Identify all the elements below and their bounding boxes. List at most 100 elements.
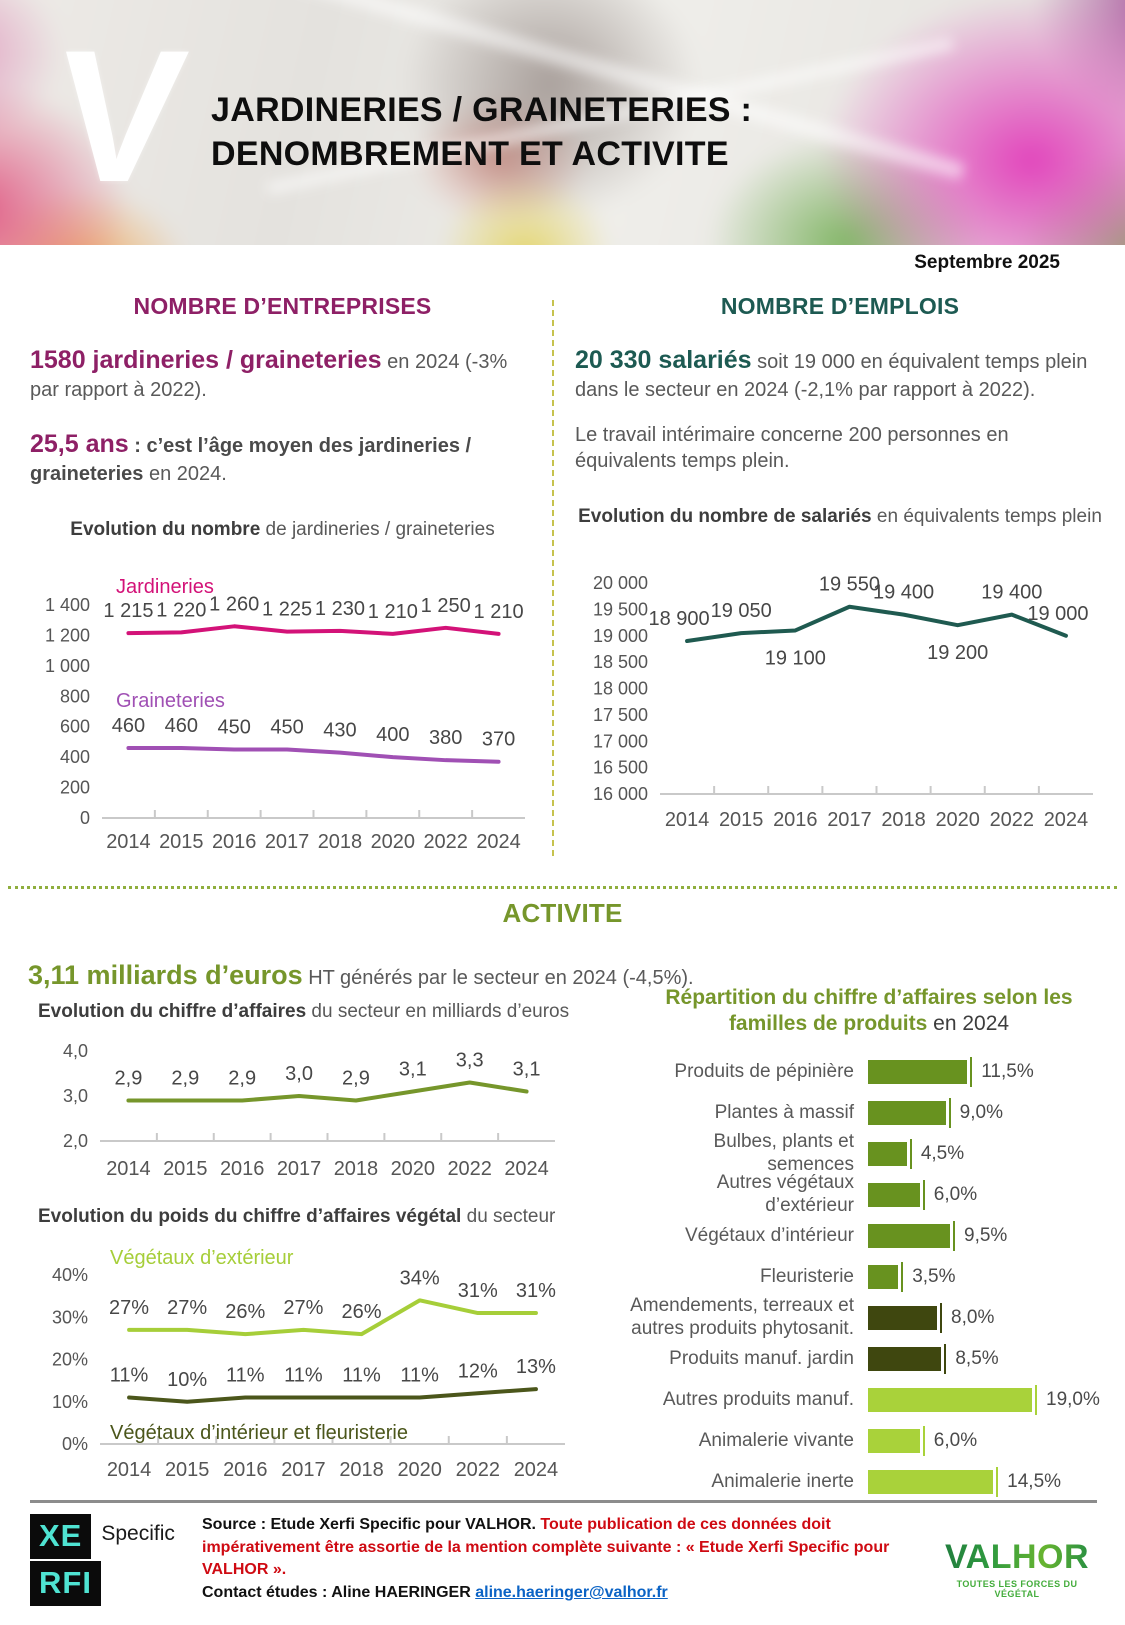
x-axis-tick-label: 2015 [159, 831, 204, 853]
bar-row: Autres végétaux d’extérieur 6,0% [628, 1172, 1110, 1216]
x-axis-tick-label: 2018 [318, 831, 363, 853]
data-point-label: 1 260 [209, 594, 259, 616]
section-emplois: NOMBRE D’EMPLOIS 20 330 salariés soit 19… [575, 293, 1105, 841]
ca-chart-title-rest: du secteur en milliards d’euros [306, 1001, 570, 1022]
data-point-label: 460 [112, 715, 145, 737]
bar-end-tick [901, 1262, 904, 1292]
bar-label: Amendements, terreaux et autres produits… [630, 1295, 854, 1339]
bar-value-label: 3,5% [912, 1266, 956, 1287]
contact-line: Contact études : Aline HAERINGER aline.h… [202, 1582, 921, 1605]
x-axis-tick-label: 2016 [220, 1158, 265, 1180]
series-legend-label: Végétaux d’extérieur [110, 1247, 294, 1269]
data-point-label: 370 [482, 729, 515, 751]
x-axis-tick-label: 2015 [719, 809, 764, 831]
data-point-label: 11% [110, 1364, 149, 1386]
bar-value-label: 14,5% [1007, 1471, 1062, 1492]
bar-end-tick [922, 1426, 925, 1456]
page-title: JARDINERIES / GRAINETERIES : DENOMBREMEN… [211, 88, 752, 176]
entreprises-stat-age-value: 25,5 ans [30, 429, 129, 458]
bar-row: Végétaux d’intérieur 9,5% [628, 1216, 1110, 1257]
entreprises-chart-title-rest: de jardineries / graineteries [260, 518, 495, 540]
bar-end-tick [1035, 1385, 1037, 1415]
series-legend-label: Végétaux d’intérieur et fleuristerie [110, 1422, 408, 1444]
data-point-label: 31% [458, 1280, 498, 1302]
column-divider [552, 300, 554, 856]
data-point-label: 27% [109, 1297, 149, 1319]
data-point-label: 3,0 [285, 1063, 313, 1085]
x-axis-tick-label: 2017 [277, 1158, 322, 1180]
ca-chart-title: Evolution du chiffre d’affaires du secte… [30, 1000, 610, 1025]
data-point-label: 460 [165, 715, 198, 737]
bar-row: Amendements, terreaux et autres produits… [628, 1295, 1110, 1339]
line-series [127, 1298, 538, 1336]
bar-area: 9,0% [868, 1098, 1110, 1128]
data-point-label: 1 210 [474, 601, 524, 623]
data-point-label: 19 400 [873, 581, 934, 603]
bar-area: 8,5% [868, 1344, 1110, 1374]
data-point-label: 450 [218, 717, 251, 739]
x-axis-tick-label: 2022 [423, 831, 468, 853]
xerfi-logo-bottom: RFI [30, 1561, 101, 1606]
y-axis-tick-label: 600 [60, 717, 90, 737]
bar-row: Produits manuf. jardin 8,5% [628, 1339, 1110, 1380]
data-point-label: 18 900 [648, 608, 709, 630]
x-axis-tick-label: 2014 [106, 831, 151, 853]
bar-label: Végétaux d’intérieur [685, 1224, 854, 1246]
bar-area: 14,5% [868, 1467, 1110, 1497]
data-point-label: 1 215 [103, 601, 153, 623]
y-axis-tick-label: 20% [52, 1349, 88, 1369]
section-divider [8, 886, 1117, 889]
footer-divider [30, 1500, 1097, 1503]
bar-value-label: 6,0% [933, 1184, 978, 1205]
x-axis-tick-label: 2018 [339, 1459, 384, 1481]
data-point-label: 19 100 [765, 647, 826, 669]
publication-date: Septembre 2025 [914, 252, 1060, 273]
emplois-heading: NOMBRE D’EMPLOIS [720, 293, 960, 319]
data-point-label: 3,1 [513, 1058, 541, 1080]
activite-heading: ACTIVITE [502, 898, 623, 928]
data-point-label: 1 250 [421, 595, 471, 617]
y-axis-tick-label: 40% [52, 1265, 88, 1285]
bar [868, 1224, 950, 1248]
data-point-label: 19 200 [927, 642, 988, 664]
data-point-label: 19 400 [981, 581, 1042, 603]
contact-email-link[interactable]: aline.haeringer@valhor.fr [475, 1584, 668, 1602]
y-axis-tick-label: 19 000 [593, 625, 648, 645]
y-axis-tick-label: 18 500 [593, 652, 648, 672]
activite-stat: 3,11 milliards d’euros HT générés par le… [28, 960, 1028, 991]
entreprises-heading: NOMBRE D’ENTREPRISES [133, 293, 432, 319]
bar [868, 1101, 946, 1125]
data-point-label: 3,3 [456, 1049, 484, 1071]
y-axis-tick-label: 17 000 [593, 731, 648, 751]
bar-value-label: 6,0% [933, 1430, 978, 1451]
y-axis-tick-label: 10% [52, 1391, 88, 1411]
emplois-stat-value: 20 330 salariés [575, 346, 752, 374]
poids-chart-title-rest: du secteur [461, 1206, 556, 1227]
x-axis-tick-label: 2020 [397, 1459, 442, 1481]
bar-row: Autres produits manuf. 19,0% [628, 1380, 1110, 1421]
entreprises-stat-count-rest: en 2024 (-3% par rapport à 2022). [30, 351, 508, 402]
activite-stat-value: 3,11 milliards d’euros [28, 960, 303, 990]
bar-label: Animalerie inerte [711, 1470, 854, 1492]
bar [868, 1306, 938, 1330]
data-point-label: 380 [429, 728, 462, 750]
data-point-label: 11% [400, 1364, 439, 1386]
bar [868, 1265, 899, 1289]
x-axis-tick-label: 2022 [447, 1158, 492, 1180]
bar-label: Plantes à massif [714, 1101, 854, 1123]
y-axis-tick-label: 18 000 [593, 678, 648, 698]
bar-label: Autres végétaux d’extérieur [716, 1172, 854, 1216]
series-legend-label: Jardineries [116, 576, 214, 598]
salaries-chart-title-rest: en équivalents temps plein [871, 506, 1102, 528]
x-axis-tick-label: 2014 [106, 1158, 151, 1180]
y-axis-tick-label: 4,0 [63, 1041, 88, 1061]
bar-end-tick [948, 1098, 951, 1128]
data-point-label: 2,9 [342, 1067, 370, 1089]
x-axis-tick-label: 2016 [223, 1459, 268, 1481]
entreprises-stat-count: 1580 jardineries / graineteries en 2024 … [30, 344, 535, 404]
bar-row: Produits de pépinière 11,5% [628, 1052, 1110, 1093]
bar-end-tick [909, 1139, 912, 1169]
valhor-v-logo: V [46, 11, 195, 221]
x-axis-tick-label: 2020 [371, 831, 416, 853]
source-warning: Toute publication de ces données doit im… [202, 1516, 890, 1579]
